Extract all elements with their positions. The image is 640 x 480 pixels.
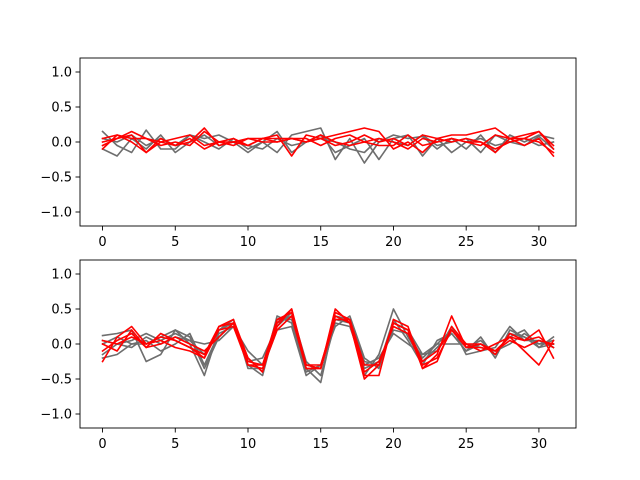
x-tick-label: 20 [385,437,402,452]
x-tick-label: 30 [531,235,548,250]
y-tick-label: 0.5 [51,101,72,116]
series-group [101,127,555,164]
y-tick-label: 0.5 [51,303,72,318]
y-tick-label: −1.0 [40,408,72,423]
series-group [101,308,555,384]
y-tick-label: −0.5 [40,171,72,186]
x-tick-label: 5 [171,235,179,250]
y-tick-label: −0.5 [40,373,72,388]
subplot-2: 0 5 10 15 20 25 30 −1.0 −0.5 0.0 0.5 1.0 [40,259,577,452]
series-line-red-9 [101,308,555,370]
y-tick-label: 0.0 [51,338,72,353]
x-tick-label: 0 [98,235,106,250]
x-tick-label: 25 [458,437,475,452]
x-tick-label: 15 [312,437,329,452]
y-tick-label: 1.0 [51,268,72,283]
x-tick-label: 15 [312,235,329,250]
series-line-gray-2 [101,134,555,161]
x-tick-label: 25 [458,235,475,250]
x-tick-label: 10 [240,437,257,452]
x-tick-label: 20 [385,235,402,250]
x-tick-label: 0 [98,437,106,452]
y-tick-label: 1.0 [51,66,72,81]
x-tick-label: 10 [240,235,257,250]
subplot-1: 0 5 10 15 20 25 30 −1.0 −0.5 0.0 0.5 1.0 [40,57,577,250]
y-tick-label: 0.0 [51,136,72,151]
series-line-red-6 [101,130,555,147]
x-tick-label: 5 [171,437,179,452]
x-tick-label: 30 [531,437,548,452]
y-tick-label: −1.0 [40,206,72,221]
series-line-red-8 [101,311,555,373]
series-line-red-7 [101,134,555,158]
